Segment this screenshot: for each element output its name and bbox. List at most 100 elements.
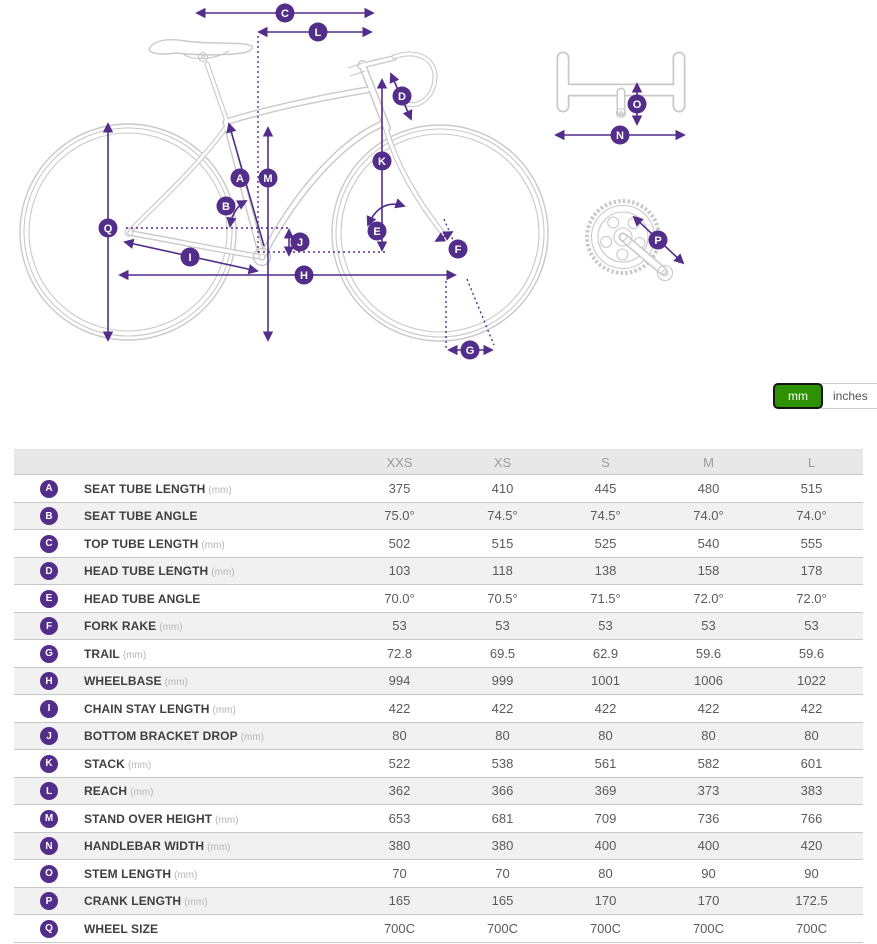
cell-D-M: 158	[697, 563, 720, 579]
row-badge-C: C	[40, 534, 58, 553]
cell-J-S: 80	[598, 728, 613, 744]
row-badge-cell: I	[14, 695, 84, 723]
cell-I-S: 422	[594, 700, 617, 716]
front-wheel	[331, 124, 549, 342]
row-label: HEAD TUBE ANGLE	[84, 591, 201, 606]
cell-B-XS: 74.5°	[487, 508, 518, 524]
row-badge-F: F	[40, 617, 58, 635]
row-badge-cell: C	[14, 530, 84, 558]
cell-G-L: 59.6	[798, 645, 825, 661]
row-badge-E: E	[40, 589, 58, 608]
row-label: SEAT TUBE ANGLE	[84, 509, 198, 524]
bike-geometry-diagram: A B C D E F G H I J	[19, 3, 686, 360]
svg-text:P: P	[654, 235, 661, 247]
row-unit: (mm)	[127, 759, 152, 771]
row-label-cell: CRANK LENGTH (mm)	[84, 887, 348, 915]
cell-H-XXS: 994	[388, 673, 411, 689]
cell-D-XXS: 103	[388, 563, 411, 579]
cell-O-S: 80	[598, 865, 613, 881]
row-badge-cell: K	[14, 750, 84, 778]
cell-K-XS: 538	[491, 755, 514, 771]
svg-text:L: L	[315, 27, 322, 39]
cell-F-XS: 53	[495, 618, 510, 634]
row-unit: (mm)	[208, 484, 232, 496]
row-label: CRANK LENGTH	[84, 894, 182, 909]
unit-inches-button[interactable]: inches	[821, 383, 877, 409]
diagram-badge-N: N	[610, 125, 630, 145]
cell-L-XXS: 362	[388, 783, 411, 799]
diagram-badge-A: A	[230, 168, 250, 188]
svg-text:M: M	[263, 173, 272, 185]
cell-M-M: 736	[697, 810, 720, 826]
row-badge-cell: A	[14, 475, 84, 503]
cell-P-L: 172.5	[795, 893, 828, 909]
svg-text:H: H	[300, 270, 308, 282]
table-row-E: E HEAD TUBE ANGLE 70.0° 70.5° 71.5° 72.0° 72.0…	[14, 584, 863, 612]
diagram-badge-P: P	[648, 230, 668, 250]
row-badge-Q: Q	[40, 919, 58, 938]
cell-C-L: 555	[800, 535, 823, 551]
cell-G-XXS: 72.8	[386, 645, 413, 661]
diagram-badge-D: D	[392, 86, 412, 106]
table-row-Q: Q WHEEL SIZE 700C 700C 700C 700C 700C	[14, 914, 863, 942]
svg-text:A: A	[236, 173, 244, 185]
cell-K-S: 561	[594, 755, 617, 771]
cell-A-XXS: 375	[388, 480, 411, 496]
unit-toggle: mm inches	[773, 383, 877, 409]
row-badge-cell: M	[14, 805, 84, 833]
row-unit: (mm)	[240, 732, 265, 744]
header-label-spacer	[84, 449, 348, 475]
svg-text:E: E	[373, 226, 380, 238]
cell-H-M: 1006	[694, 673, 723, 689]
row-badge-cell: B	[14, 502, 84, 530]
row-label-cell: BOTTOM BRACKET DROP (mm)	[84, 722, 348, 750]
row-badge-cell: J	[14, 722, 84, 750]
diagram-badge-F: F	[448, 239, 468, 259]
svg-text:N: N	[616, 130, 624, 142]
cell-D-L: 178	[800, 563, 823, 579]
row-label: HEAD TUBE LENGTH	[84, 564, 209, 579]
unit-mm-button[interactable]: mm	[773, 383, 823, 409]
cell-G-S: 62.9	[592, 645, 619, 661]
geometry-table: XXS XS S M L A SEAT TUBE LENGTH (mm) 375 410 445 4…	[14, 449, 863, 943]
row-label: STAND OVER HEIGHT	[84, 811, 213, 826]
cell-J-M: 80	[701, 728, 716, 744]
cell-Q-L: 700C	[795, 920, 828, 936]
diagram-badge-I: I	[180, 247, 200, 267]
cell-B-L: 74.0°	[796, 508, 827, 524]
svg-text:G: G	[466, 345, 475, 357]
row-badge-A: A	[40, 479, 58, 498]
row-badge-K: K	[40, 754, 58, 773]
cell-Q-S: 700C	[589, 920, 622, 936]
cell-E-S: 71.5°	[590, 590, 621, 606]
cell-N-XS: 380	[491, 838, 514, 854]
crankset-diagram	[585, 199, 685, 282]
cell-J-XXS: 80	[392, 728, 407, 744]
row-unit: (mm)	[164, 677, 188, 689]
table-row-G: G TRAIL (mm) 72.8 69.5 62.9 59.6 59.6	[14, 639, 863, 668]
cell-E-L: 72.0°	[796, 590, 827, 606]
diagram-badge-C: C	[275, 3, 295, 23]
cell-D-S: 138	[594, 563, 617, 579]
svg-text:B: B	[222, 201, 230, 213]
row-badge-cell: O	[14, 860, 84, 888]
row-label: WHEELBASE	[84, 674, 162, 689]
row-badge-G: G	[40, 644, 58, 663]
cell-N-L: 420	[800, 838, 823, 854]
svg-text:C: C	[281, 8, 289, 20]
table-row-D: D HEAD TUBE LENGTH (mm) 103 118 138 158 178	[14, 557, 863, 585]
cell-P-S: 170	[594, 893, 617, 909]
row-unit: (mm)	[201, 539, 225, 551]
column-header-M: M	[657, 449, 760, 475]
row-label-cell: SEAT TUBE ANGLE	[84, 502, 348, 530]
column-header-XXS: XXS	[348, 449, 451, 475]
cell-H-S: 1001	[591, 673, 620, 689]
row-badge-cell: G	[14, 640, 84, 668]
row-unit: (mm)	[174, 869, 198, 881]
row-badge-O: O	[40, 864, 58, 883]
table-row-F: F FORK RAKE (mm) 53 53 53 53 53	[14, 612, 863, 640]
diagram-badge-O: O	[627, 94, 647, 114]
cell-I-XS: 422	[491, 700, 514, 716]
cell-I-M: 422	[697, 700, 720, 716]
